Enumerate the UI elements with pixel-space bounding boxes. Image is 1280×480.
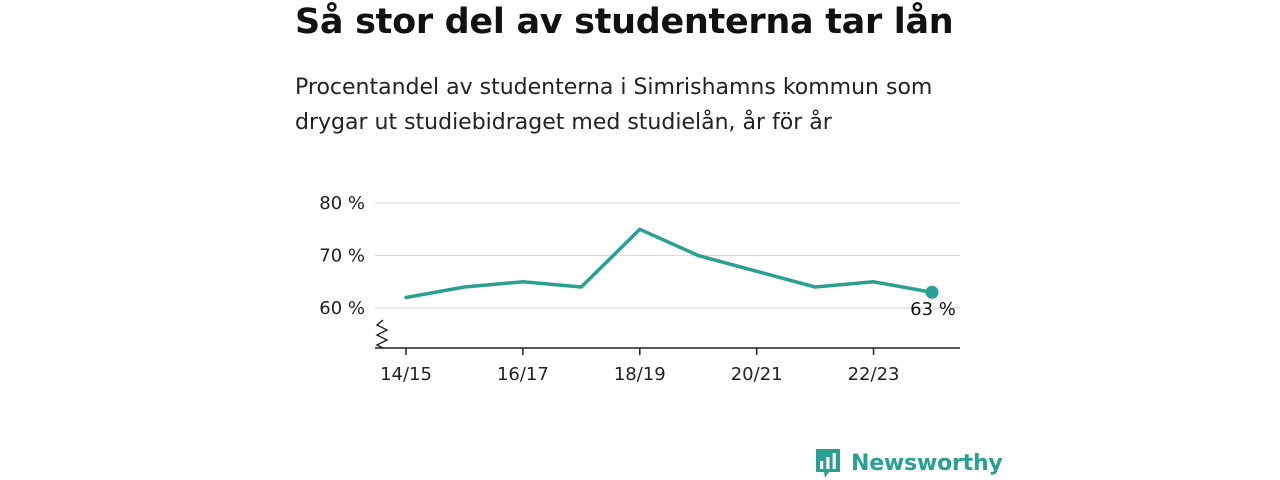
y-tick-label: 70 % xyxy=(319,246,365,267)
last-data-point xyxy=(925,285,939,299)
series-line xyxy=(404,227,934,300)
chart-subtitle: Procentandel av studenterna i Simrishamn… xyxy=(295,75,933,135)
y-tick-label: 80 % xyxy=(319,193,365,214)
x-tick-label: 18/19 xyxy=(614,364,666,385)
newsworthy-logo[interactable]: Newsworthy xyxy=(814,446,1003,480)
x-tick-label: 16/17 xyxy=(497,364,549,385)
x-tick-label: 22/23 xyxy=(848,364,900,385)
axis-break-icon xyxy=(375,319,389,349)
brand-name: Newsworthy xyxy=(851,450,1003,476)
end-value-label: 63 % xyxy=(910,299,956,320)
line-chart: 60 % 70 % 80 % 14/15 16/17 18/19 20/21 22/23 63 … xyxy=(319,193,960,385)
bar-chart-speech-bubble-icon xyxy=(816,449,840,478)
y-tick-label: 60 % xyxy=(319,298,365,319)
x-tick-label: 20/21 xyxy=(731,364,783,385)
chart-title: Så stor del av studenterna tar lån xyxy=(295,2,954,42)
x-tick-label: 14/15 xyxy=(380,364,432,385)
